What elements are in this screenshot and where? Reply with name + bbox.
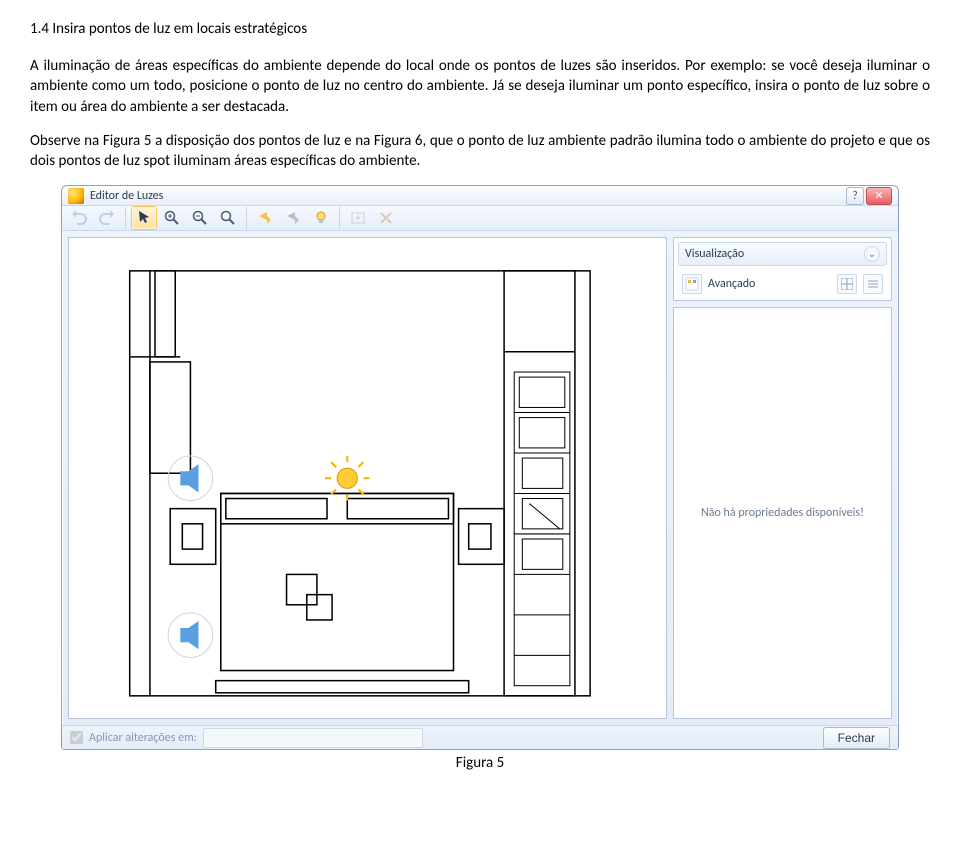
titlebar[interactable]: Editor de Luzes ? ✕ [62, 186, 898, 206]
import-tool[interactable] [345, 206, 371, 230]
app-icon [68, 188, 84, 204]
spot-light-2 [168, 613, 213, 658]
properties-panel: Não há propriedades disponíveis! [673, 307, 892, 720]
zoom-out-tool[interactable] [187, 206, 213, 230]
spot-light-off-tool[interactable] [280, 206, 306, 230]
window-footer: Aplicar alterações em: Fechar [62, 725, 898, 749]
advanced-icon[interactable] [682, 274, 702, 294]
toolbar-separator [246, 207, 247, 229]
layout-list-icon[interactable] [863, 274, 883, 294]
section-heading: 1.4 Insira pontos de luz em locais estra… [30, 20, 930, 38]
paragraph-2: Observe na Figura 5 a disposição dos pon… [30, 131, 930, 172]
zoom-fit-tool[interactable] [215, 206, 241, 230]
visualization-label: Visualização [685, 247, 744, 261]
window-close-button[interactable]: ✕ [866, 187, 892, 205]
apply-changes-label: Aplicar alterações em: [89, 731, 197, 745]
apply-changes-checkbox[interactable]: Aplicar alterações em: [70, 728, 423, 748]
redo-button[interactable] [94, 206, 120, 230]
no-properties-label: Não há propriedades disponíveis! [701, 506, 864, 520]
toolbar [62, 206, 898, 231]
pointer-tool[interactable] [131, 206, 157, 230]
close-button[interactable]: Fechar [823, 727, 890, 749]
editor-window: Editor de Luzes ? ✕ [61, 185, 899, 750]
undo-button[interactable] [66, 206, 92, 230]
advanced-label[interactable]: Avançado [708, 277, 755, 291]
layout-grid-icon[interactable] [837, 274, 857, 294]
help-button[interactable]: ? [846, 187, 864, 205]
visualization-panel: Visualização ⌄ Avançado [673, 237, 892, 301]
figure-caption: Figura 5 [30, 754, 930, 772]
window-title: Editor de Luzes [90, 189, 846, 203]
spot-light-tool[interactable] [252, 206, 278, 230]
toolbar-separator [339, 207, 340, 229]
zoom-in-tool[interactable] [159, 206, 185, 230]
visualization-header[interactable]: Visualização ⌄ [678, 242, 887, 266]
apply-target-combo[interactable] [203, 728, 423, 748]
toolbar-separator [125, 207, 126, 229]
floorplan-canvas[interactable] [68, 237, 667, 720]
delete-tool[interactable] [373, 206, 399, 230]
bulb-tool[interactable] [308, 206, 334, 230]
paragraph-1: A iluminação de áreas específicas do amb… [30, 56, 930, 117]
chevron-down-icon[interactable]: ⌄ [864, 246, 880, 262]
